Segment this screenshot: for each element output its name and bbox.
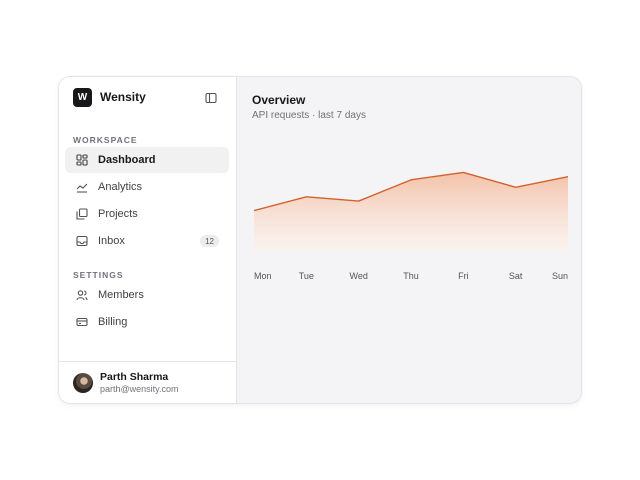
chart-area-fill (254, 172, 568, 253)
section-label-workspace: WORKSPACE (73, 135, 138, 145)
inbox-count-badge: 12 (200, 235, 219, 247)
projects-icon (75, 207, 89, 221)
main-panel: Overview API requests · last 7 days Mon T… (238, 77, 581, 403)
sidebar-item-label: Billing (98, 316, 128, 328)
sidebar-item-members[interactable]: Members (65, 282, 229, 308)
user-profile[interactable]: Parth Sharma parth@wensity.com (59, 361, 236, 403)
sidebar-item-projects[interactable]: Projects (65, 201, 229, 227)
brand-name: Wensity (100, 90, 146, 104)
user-name: Parth Sharma (100, 371, 169, 383)
sidebar-item-label: Analytics (98, 181, 143, 193)
members-icon (75, 288, 89, 302)
brand-logo: W (73, 88, 92, 107)
page-title: Overview (252, 93, 306, 107)
x-tick-label: Thu (403, 271, 419, 281)
billing-icon (75, 315, 89, 329)
avatar (73, 373, 93, 393)
sidebar-item-inbox[interactable]: Inbox 12 (65, 228, 229, 254)
sidebar-item-label: Inbox (98, 235, 125, 247)
x-tick-label: Wed (349, 271, 367, 281)
x-tick-label: Sun (552, 271, 568, 281)
dashboard-icon (75, 153, 89, 167)
analytics-icon (75, 180, 89, 194)
x-tick-label: Sat (509, 271, 523, 281)
x-tick-label: Fri (458, 271, 469, 281)
sidebar-item-dashboard[interactable]: Dashboard (65, 147, 229, 173)
api-requests-chart: Mon Tue Wed Thu Fri Sat Sun (253, 171, 569, 281)
app-window: W Wensity WORKSPACE Dashboard (58, 76, 582, 404)
x-tick-label: Tue (299, 271, 314, 281)
sidebar: W Wensity WORKSPACE Dashboard (59, 77, 237, 403)
user-email: parth@wensity.com (100, 384, 179, 394)
sidebar-toggle-icon (205, 92, 217, 104)
sidebar-item-label: Members (98, 289, 144, 301)
sidebar-item-label: Projects (98, 208, 138, 220)
sidebar-item-billing[interactable]: Billing (65, 309, 229, 335)
page-subtitle: API requests · last 7 days (252, 110, 366, 121)
section-label-settings: SETTINGS (73, 270, 124, 280)
sidebar-item-label: Dashboard (98, 154, 156, 166)
inbox-icon (75, 234, 89, 248)
sidebar-collapse-button[interactable] (204, 91, 218, 105)
x-tick-label: Mon (254, 271, 272, 281)
sidebar-item-analytics[interactable]: Analytics (65, 174, 229, 200)
